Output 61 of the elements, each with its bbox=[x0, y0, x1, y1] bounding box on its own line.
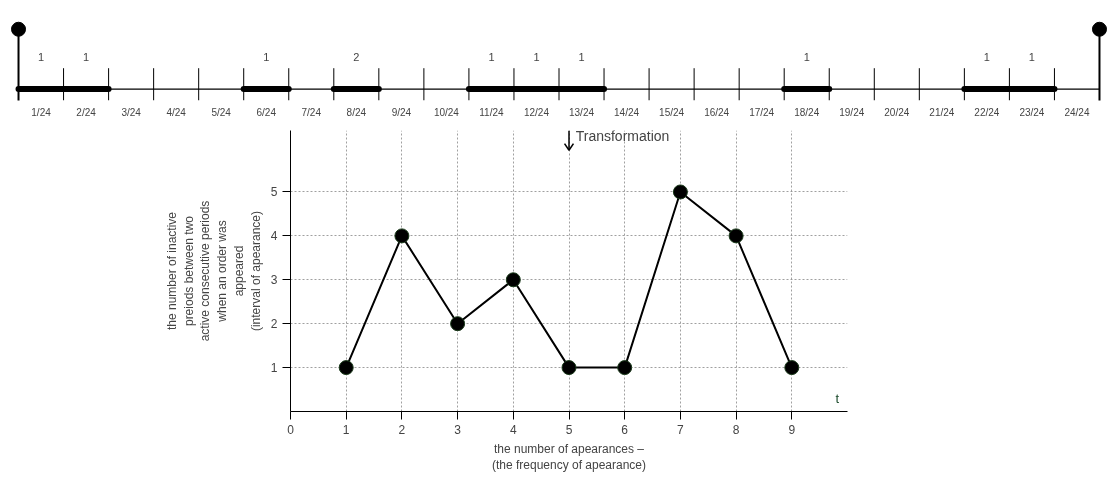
x-tick-label: 5 bbox=[565, 422, 573, 437]
x-tick-label: 8 bbox=[732, 422, 740, 437]
data-label: 1 bbox=[83, 50, 90, 63]
data-label: 1 bbox=[37, 50, 45, 63]
category-label: 5/24 bbox=[211, 106, 232, 118]
point bbox=[338, 360, 354, 376]
category-label: 16/24 bbox=[704, 106, 730, 118]
x-tick-label: 0 bbox=[287, 422, 295, 437]
category-label: 14/24 bbox=[614, 106, 640, 118]
y-tick-label: 5 bbox=[270, 185, 278, 200]
category-label: 22/24 bbox=[974, 106, 1000, 118]
data-label: 1 bbox=[1028, 50, 1035, 63]
x-tick-label: 1 bbox=[342, 422, 350, 437]
x-axis-title: the number of apearances – (the frequency of apearance) bbox=[491, 441, 647, 473]
x-tick-label: 7 bbox=[677, 422, 685, 437]
category-label: 7/24 bbox=[301, 106, 322, 118]
point bbox=[784, 360, 800, 376]
category-label: 3/24 bbox=[121, 106, 142, 118]
data-label: 1 bbox=[533, 50, 540, 63]
y-tick-label: 3 bbox=[270, 273, 278, 288]
category-label: 18/24 bbox=[794, 106, 820, 118]
category-label: 13/24 bbox=[569, 106, 595, 118]
point bbox=[617, 360, 633, 376]
y-tick-label: 4 bbox=[270, 229, 278, 244]
x-tick-label: 6 bbox=[621, 422, 629, 437]
x-tick-label: 9 bbox=[788, 422, 796, 437]
point bbox=[728, 228, 744, 244]
category-label: 20/24 bbox=[884, 106, 910, 118]
point bbox=[450, 316, 466, 332]
annotation: Transformation bbox=[575, 127, 670, 144]
point bbox=[505, 272, 521, 288]
category-label: 21/24 bbox=[929, 106, 955, 118]
data-label: 1 bbox=[578, 50, 585, 63]
data-label: 2 bbox=[353, 50, 360, 63]
data-label: 1 bbox=[983, 50, 990, 63]
category-label: 17/24 bbox=[749, 106, 775, 118]
data-label: 1 bbox=[488, 50, 495, 63]
x-tick-label: 2 bbox=[398, 422, 406, 437]
point bbox=[394, 228, 410, 244]
category-label: 1/24 bbox=[31, 106, 52, 118]
x-tick-label: 3 bbox=[454, 422, 462, 437]
category-label: 12/24 bbox=[523, 106, 550, 118]
y-tick-label: 2 bbox=[270, 317, 278, 332]
category-label: 11/24 bbox=[479, 106, 505, 118]
category-label: 24/24 bbox=[1064, 106, 1090, 118]
category-label: 8/24 bbox=[346, 106, 367, 118]
category-label: 9/24 bbox=[391, 106, 412, 118]
category-label: 10/24 bbox=[433, 106, 460, 118]
data-label: 1 bbox=[803, 50, 810, 63]
point bbox=[672, 184, 688, 200]
category-label: 15/24 bbox=[659, 106, 685, 118]
category-label: 6/24 bbox=[256, 106, 277, 118]
category-label: 2/24 bbox=[76, 106, 97, 118]
y-tick-label: 1 bbox=[270, 361, 278, 376]
x-tick-label: 4 bbox=[509, 422, 517, 437]
y-axis-title: the number of inactive preiods between two active consecutive periods when an order was appeared (interval of apearance) bbox=[164, 200, 263, 342]
category-label: 19/24 bbox=[839, 106, 865, 118]
annotation: t bbox=[835, 390, 840, 406]
category-label: 4/24 bbox=[166, 106, 187, 118]
category-label: 23/24 bbox=[1019, 106, 1045, 118]
point bbox=[561, 360, 577, 376]
